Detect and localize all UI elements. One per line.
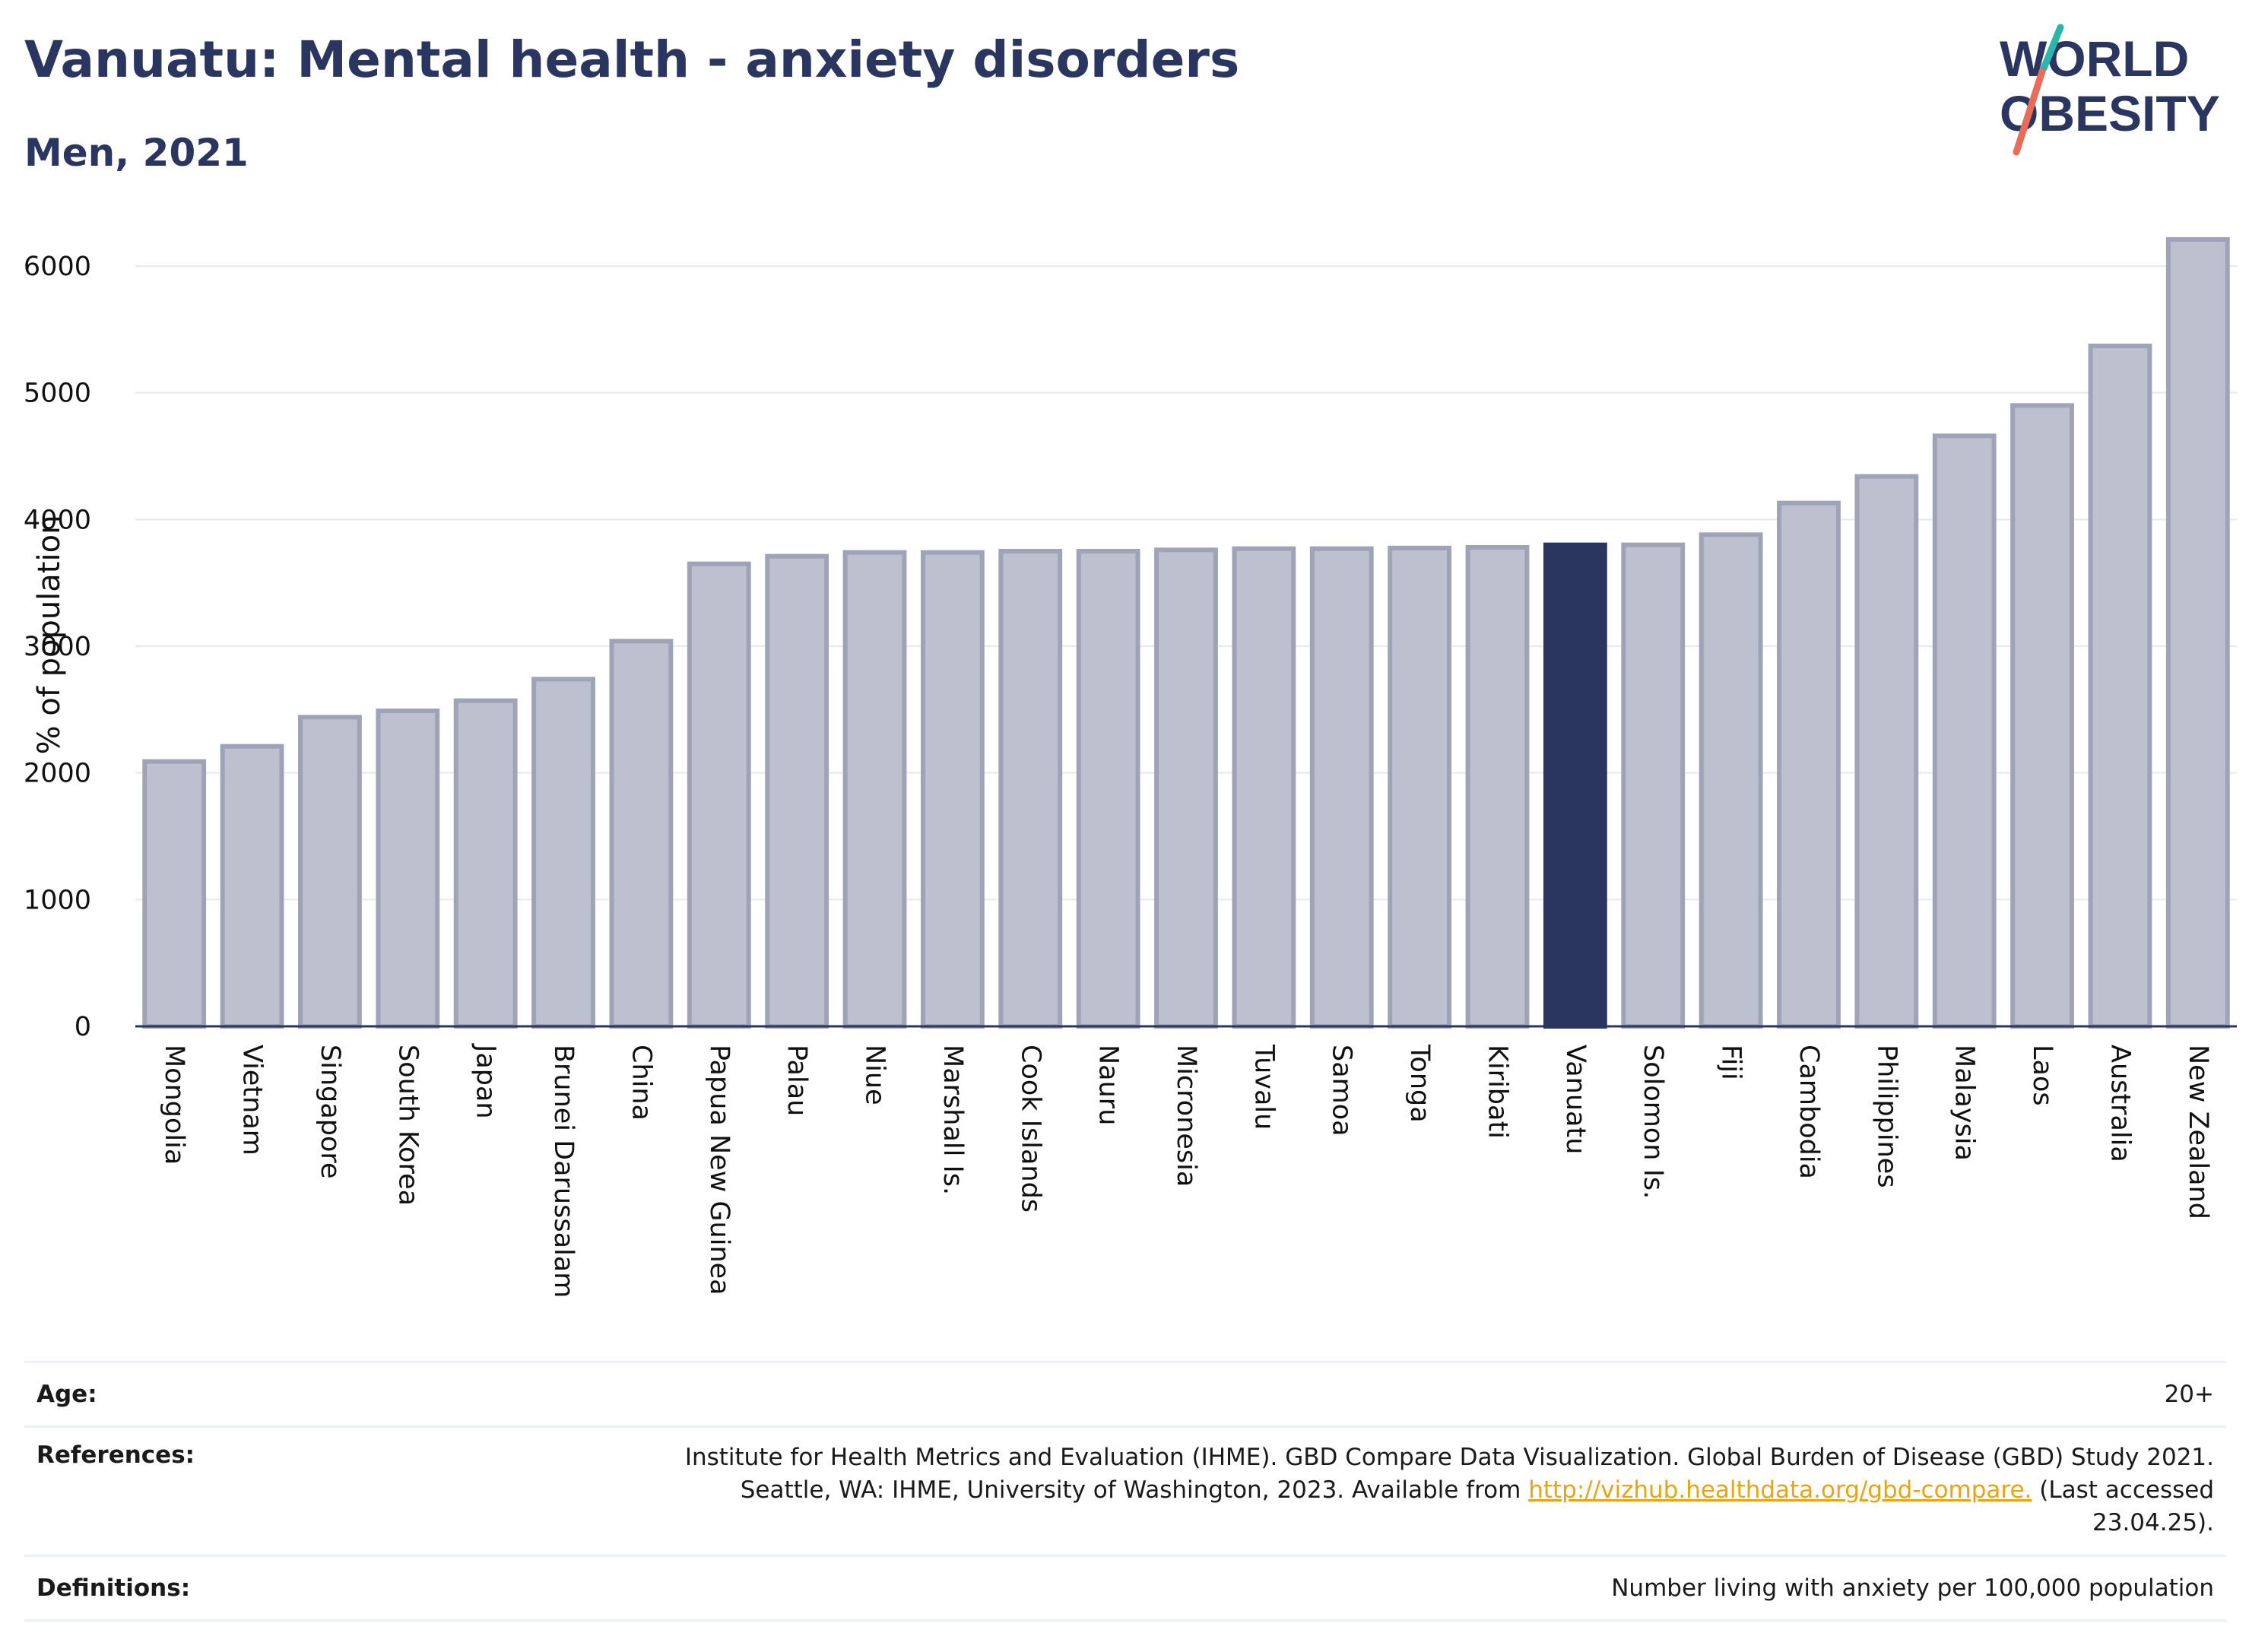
x-tick-label: New Zealand [2183,1045,2213,1219]
x-tick-label: Malaysia [1949,1045,1980,1161]
x-tick-label: Micronesia [1171,1045,1201,1187]
references-line2-end: (Last accessed [2032,1476,2214,1504]
references-line2: Seattle, WA: IHME, University of Washing… [740,1476,1529,1504]
bar [1699,532,1763,1029]
x-tick-label: China [626,1045,656,1121]
bar [1854,474,1919,1029]
bar [2088,344,2152,1029]
bar [1932,433,1997,1029]
references-link[interactable]: http://vizhub.healthdata.org/gbd-compare… [1528,1476,2032,1504]
age-value: 20+ [2164,1380,2214,1408]
bar [1232,546,1296,1029]
footer-row-references: References: Institute for Health Metrics… [24,1425,2226,1555]
x-tick-label: Cook Islands [1015,1045,1045,1213]
x-tick-label: Japan [471,1043,501,1119]
y-axis-title: % of population [32,515,67,755]
bar [531,677,595,1029]
x-tick-label: Philippines [1871,1045,1902,1188]
bar [142,759,207,1029]
references-line1: Institute for Health Metrics and Evaluat… [684,1444,2214,1471]
x-tick-label: Tonga [1404,1044,1435,1123]
bar [2165,237,2230,1029]
bar [1621,542,1686,1029]
y-tick-label: 4000 [24,505,91,535]
y-tick-label: 2000 [24,759,91,789]
definitions-value: Number living with anxiety per 100,000 p… [1611,1574,2214,1602]
y-tick-label: 3000 [24,632,91,662]
bar [765,553,829,1029]
x-tick-label: Tuvalu [1248,1044,1279,1130]
chart-subtitle: Men, 2021 [24,131,249,175]
bar [2010,403,2074,1029]
x-tick-label: Papua New Guinea [704,1045,734,1295]
x-tick-label: Fiji [1716,1045,1746,1080]
bar [609,639,674,1029]
bar [298,715,362,1029]
x-tick-label: Nauru [1093,1045,1124,1125]
x-tick-label: Cambodia [1794,1045,1824,1179]
footer-table: Age: 20+ References: Institute for Healt… [24,1361,2226,1622]
references-text: Institute for Health Metrics and Evaluat… [685,1441,2226,1539]
bar [1465,545,1530,1029]
logo-slash-coral [2013,68,2046,156]
bar [1154,547,1218,1029]
x-tick-label: Australia [2105,1045,2135,1162]
bar [1777,500,1841,1029]
world-obesity-logo: WORLD OBESITY [2000,24,2220,156]
age-label: Age: [36,1381,97,1408]
x-tick-label: Palau [782,1045,812,1116]
bar [220,744,284,1029]
x-tick-label: Mongolia [159,1045,189,1165]
x-tick-label: Marshall Is. [937,1045,968,1195]
bar [687,561,751,1029]
x-tick-label: Niue [860,1045,890,1105]
bar [842,550,907,1029]
x-tick-label: Laos [2027,1045,2057,1106]
logo-line1: WORLD [2000,30,2189,87]
x-tick-label: South Korea [392,1045,423,1206]
definitions-label: Definitions: [36,1574,191,1602]
y-tick-label: 6000 [24,252,91,282]
y-tick-label: 0 [75,1012,91,1042]
logo-slash-teal [2040,24,2064,72]
bar [1543,542,1607,1029]
footer-row-definitions: Definitions: Number living with anxiety … [24,1555,2226,1622]
references-label: References: [36,1441,195,1469]
chart-title: Vanuatu: Mental health - anxiety disorde… [24,30,1240,89]
footer-row-age: Age: 20+ [24,1361,2226,1425]
bar [376,709,440,1029]
y-tick-label: 5000 [24,379,91,409]
x-tick-label: Brunei Darussalam [548,1045,579,1298]
bar [1309,546,1374,1029]
bar-chart: 0 1000 2000 3000 4000 5000 6000 % of population… [24,237,2237,1298]
bar [453,698,518,1029]
bar [1388,545,1452,1029]
y-tick-label: 1000 [24,885,91,915]
references-line3: 23.04.25). [2092,1509,2214,1536]
bar [920,550,985,1029]
x-tick-label: Samoa [1327,1045,1357,1137]
x-tick-label: Vanuatu [1560,1045,1591,1154]
x-tick-label: Vietnam [237,1045,268,1156]
x-tick-label: Singapore [315,1045,345,1179]
x-tick-label: Solomon Is. [1638,1045,1668,1199]
x-tick-label: Kiribati [1482,1045,1512,1139]
bar [1076,549,1140,1029]
bar [998,549,1063,1029]
